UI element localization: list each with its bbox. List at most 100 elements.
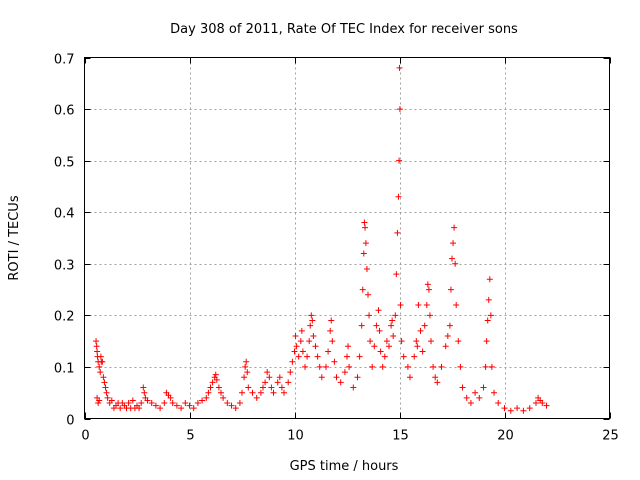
data-point <box>344 353 350 360</box>
data-point <box>205 389 212 396</box>
data-point <box>346 363 353 370</box>
data-point <box>411 353 418 360</box>
data-point <box>328 317 335 324</box>
data-point <box>93 338 100 345</box>
y-tick-label: 0.2 <box>54 310 75 325</box>
data-point <box>533 400 539 407</box>
data-point <box>173 402 180 409</box>
data-point <box>451 224 458 231</box>
data-point <box>371 343 378 350</box>
data-point <box>425 286 432 293</box>
data-point <box>358 322 365 329</box>
data-point <box>295 353 302 360</box>
data-point <box>232 405 239 412</box>
data-point <box>209 379 216 386</box>
data-point <box>389 317 396 324</box>
data-point <box>483 338 490 345</box>
x-tick-label: 20 <box>497 429 514 444</box>
data-point <box>239 389 245 396</box>
data-point <box>194 400 201 407</box>
data-point <box>93 343 100 350</box>
data-point <box>491 389 497 396</box>
data-point <box>138 400 145 407</box>
data-point <box>96 363 103 370</box>
data-point <box>108 397 115 404</box>
data-point <box>100 374 107 381</box>
data-point <box>241 374 248 381</box>
data-point <box>327 327 334 334</box>
data-point <box>99 358 106 365</box>
data-point <box>450 240 457 247</box>
data-point <box>293 343 300 350</box>
data-point <box>278 384 285 391</box>
data-point <box>304 353 311 360</box>
data-point <box>323 363 329 370</box>
data-point <box>472 389 479 396</box>
data-point <box>414 343 421 350</box>
y-tick-label: 0.1 <box>54 362 75 377</box>
data-point <box>359 286 366 293</box>
data-point <box>485 296 492 303</box>
data-point <box>117 405 124 412</box>
data-point <box>495 400 502 407</box>
data-point <box>161 400 168 407</box>
data-point <box>376 327 383 334</box>
data-point <box>97 353 104 360</box>
data-point <box>350 384 357 391</box>
data-point <box>459 384 466 391</box>
data-point <box>426 312 433 319</box>
data-point <box>367 338 374 345</box>
grid <box>84 57 610 419</box>
data-point <box>369 363 376 370</box>
data-point <box>539 400 546 407</box>
data-point <box>104 394 111 401</box>
plot-frame <box>84 57 610 419</box>
x-tick-label: 0 <box>81 429 89 444</box>
data-point <box>281 389 287 396</box>
data-point <box>245 384 252 391</box>
x-tick-label: 5 <box>186 429 194 444</box>
data-point <box>390 332 397 339</box>
data-point <box>129 397 136 404</box>
data-point <box>455 338 462 345</box>
data-point <box>424 281 431 288</box>
y-tick-label: 0.4 <box>54 207 75 222</box>
axis-ticks: 0 5 10 15 20 25 0 0.1 0.2 0.3 0.4 0.5 0.6 0.7 <box>54 53 619 444</box>
data-point <box>203 394 210 401</box>
y-tick-label: 0.5 <box>54 156 75 171</box>
data-point <box>392 312 399 319</box>
data-point <box>361 219 368 226</box>
data-point <box>337 379 344 386</box>
data-point <box>152 402 159 409</box>
x-axis-label: GPS time / hours <box>290 459 399 474</box>
data-point <box>244 369 251 376</box>
data-points <box>93 64 550 414</box>
data-point <box>388 322 395 329</box>
data-point <box>302 363 308 370</box>
data-point <box>249 389 256 396</box>
data-point <box>178 405 185 412</box>
data-point <box>434 379 441 386</box>
data-point <box>308 312 315 319</box>
data-point <box>242 363 249 370</box>
data-point <box>421 322 428 329</box>
data-point <box>103 389 110 396</box>
data-point <box>375 307 382 314</box>
data-point <box>393 271 400 278</box>
data-point <box>430 363 437 370</box>
data-point <box>291 348 298 355</box>
y-axis-label: ROTI / TECUs <box>7 195 22 280</box>
data-point <box>285 379 292 386</box>
data-point <box>438 363 445 370</box>
data-point <box>215 384 222 391</box>
data-point <box>362 224 369 231</box>
data-point <box>362 240 369 247</box>
data-point <box>394 229 401 236</box>
y-tick-label: 0.7 <box>54 53 75 68</box>
data-point <box>543 402 550 409</box>
data-point <box>526 405 533 412</box>
x-tick-label: 25 <box>602 429 619 444</box>
data-point <box>446 322 453 329</box>
data-point <box>186 402 193 409</box>
